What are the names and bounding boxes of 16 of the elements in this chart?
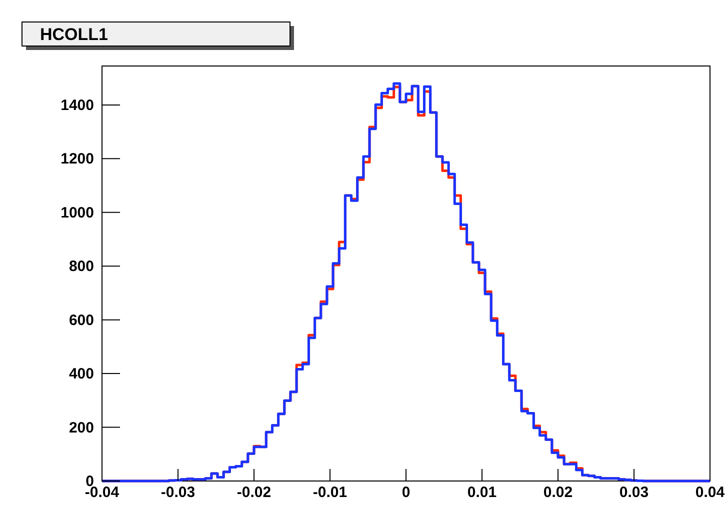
y-tick-label: 1000	[60, 204, 94, 222]
x-tick-label: -0.02	[236, 484, 272, 501]
y-tick-label: 1200	[60, 150, 94, 168]
x-tick-label: 0.02	[543, 484, 573, 501]
x-tick-label: 0.04	[695, 484, 726, 501]
y-tick-label: 200	[68, 419, 94, 436]
y-tick-label: 600	[68, 312, 94, 329]
y-tick-label: 400	[68, 366, 94, 383]
x-tick-label: -0.03	[160, 484, 196, 501]
x-tick-label: 0	[402, 484, 410, 501]
y-tick-label: 800	[68, 258, 94, 276]
chart-title: HCOLL1	[40, 25, 108, 44]
x-tick-label: 0.03	[619, 484, 649, 501]
x-tick-label: 0.01	[467, 484, 497, 501]
x-tick-label: -0.01	[312, 484, 348, 501]
y-tick-label: 1400	[60, 96, 94, 114]
